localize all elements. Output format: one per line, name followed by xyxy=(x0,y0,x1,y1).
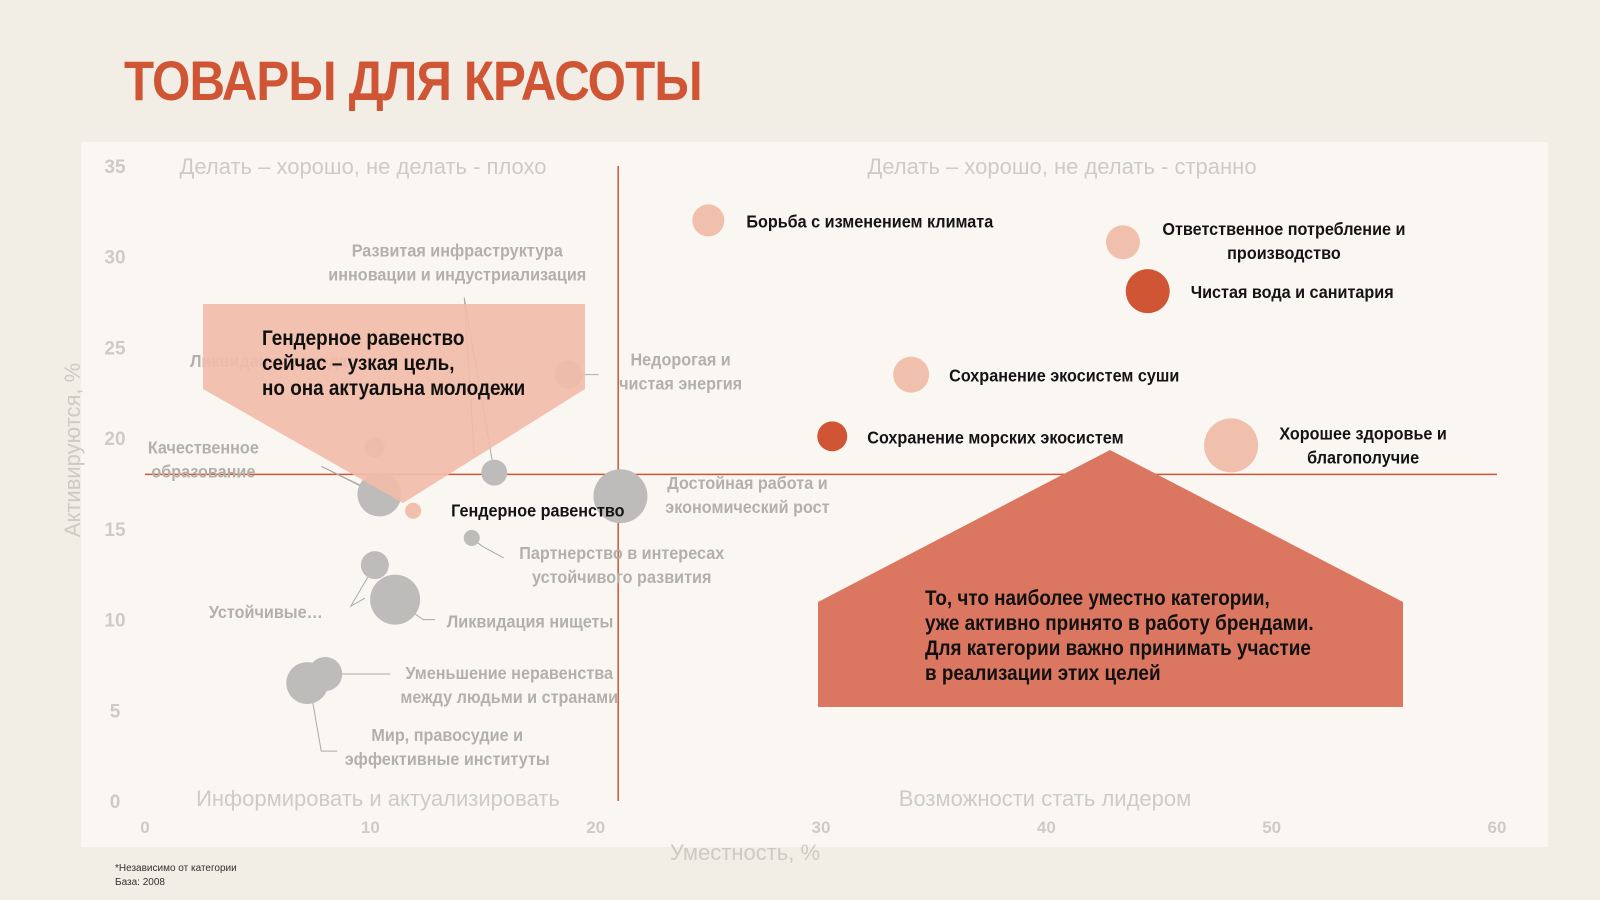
x-tick-label: 40 xyxy=(1037,818,1056,837)
bubble-label: Достойная работа и xyxy=(667,473,827,493)
bubble-label: Сохранение экосистем суши xyxy=(949,366,1179,386)
bubble-label: между людьми и странами xyxy=(400,687,618,707)
bubble-label: Хорошее здоровье и xyxy=(1279,424,1447,444)
callout-box-light xyxy=(203,304,585,503)
bubble-label: устойчивого развития xyxy=(532,567,711,587)
page-title: ТОВАРЫ ДЛЯ КРАСОТЫ xyxy=(124,49,703,112)
bubble-label: благополучие xyxy=(1307,448,1419,468)
bubble-label: экономический рост xyxy=(665,497,829,517)
x-tick-label: 0 xyxy=(140,818,149,837)
bubble-label: Партнерство в интересах xyxy=(519,543,724,563)
y-tick-label: 15 xyxy=(104,520,126,541)
y-tick-label: 30 xyxy=(104,248,125,269)
bubble xyxy=(893,356,930,393)
bubble-label: Чистая вода и санитария xyxy=(1191,282,1394,302)
quadrant-label-top-left: Делать – хорошо, не делать - плохо xyxy=(179,154,546,179)
y-tick-label: 10 xyxy=(104,611,125,632)
bubble xyxy=(405,502,422,519)
bubble xyxy=(481,459,508,486)
plot-background xyxy=(81,142,1548,847)
y-tick-label: 25 xyxy=(104,338,126,359)
callout-text: То, что наиболее уместно категории, xyxy=(925,587,1270,610)
callout-text: Гендерное равенство xyxy=(262,327,464,350)
quadrant-label-bottom-left: Информировать и актуализировать xyxy=(196,786,560,811)
x-tick-label: 10 xyxy=(361,818,380,837)
callout-text: уже активно принято в работу брендами. xyxy=(925,612,1314,635)
bubble-label: эффективные институты xyxy=(345,749,550,769)
bubble xyxy=(286,662,329,705)
y-tick-label: 0 xyxy=(110,792,121,813)
footnote-base: База: 2008 xyxy=(115,877,165,888)
bubble-label: Ликвидация нищеты xyxy=(447,612,613,632)
bubble xyxy=(1125,269,1170,314)
y-tick-label: 5 xyxy=(110,701,121,722)
bubble-label: Развитая инфраструктура xyxy=(352,241,564,261)
footnote-note: *Независимо от категории xyxy=(115,863,237,874)
bubble-label: Ответственное потребление и xyxy=(1162,219,1405,239)
bubble xyxy=(360,551,389,580)
x-tick-label: 60 xyxy=(1488,818,1507,837)
quadrant-label-bottom-right: Возможности стать лидером xyxy=(899,786,1191,811)
quadrant-label-top-right: Делать – хорошо, не делать - странно xyxy=(867,154,1256,179)
y-tick-label: 20 xyxy=(104,429,125,450)
footnote: *Независимо от категории База: 2008 xyxy=(115,862,237,890)
x-tick-label: 20 xyxy=(586,818,605,837)
bubble xyxy=(593,469,648,524)
bubble-label: инновации и индустриализация xyxy=(328,265,586,285)
bubble xyxy=(1105,225,1140,260)
bubble-label: Мир, правосудие и xyxy=(371,725,523,745)
bubble-label: Уменьшение неравенства xyxy=(405,663,613,683)
bubble xyxy=(817,421,848,452)
callout-text: но она актуальна молодежи xyxy=(262,377,525,400)
x-axis-title: Уместность, % xyxy=(670,840,820,865)
x-tick-label: 50 xyxy=(1262,818,1281,837)
bubble-label: Гендерное равенство xyxy=(451,501,624,521)
callout-text: сейчас – узкая цель, xyxy=(262,352,454,375)
callout-text: Для категории важно принимать участие xyxy=(925,637,1311,660)
bubble-label: чистая энергия xyxy=(619,374,742,394)
bubble-label: Устойчивые… xyxy=(209,602,323,622)
bubble xyxy=(1204,418,1259,473)
bubble xyxy=(370,574,421,625)
y-axis-title: Активируются, % xyxy=(60,363,85,537)
callout-text: в реализации этих целей xyxy=(925,662,1161,685)
callout-box-dark xyxy=(818,450,1403,707)
bubble xyxy=(692,204,725,237)
bubble-label: образование xyxy=(151,462,255,482)
bubble-label: Недорогая и xyxy=(630,350,730,370)
bubble xyxy=(463,529,480,546)
bubble-label: производство xyxy=(1227,243,1341,263)
bubble-label: Борьба с изменением климата xyxy=(746,212,993,232)
bubble-leader-line xyxy=(349,564,376,608)
bubble-label: Сохранение морских экосистем xyxy=(867,428,1123,448)
x-tick-label: 30 xyxy=(812,818,831,837)
y-tick-label: 35 xyxy=(104,157,126,178)
bubble-label: Качественное xyxy=(148,438,259,458)
